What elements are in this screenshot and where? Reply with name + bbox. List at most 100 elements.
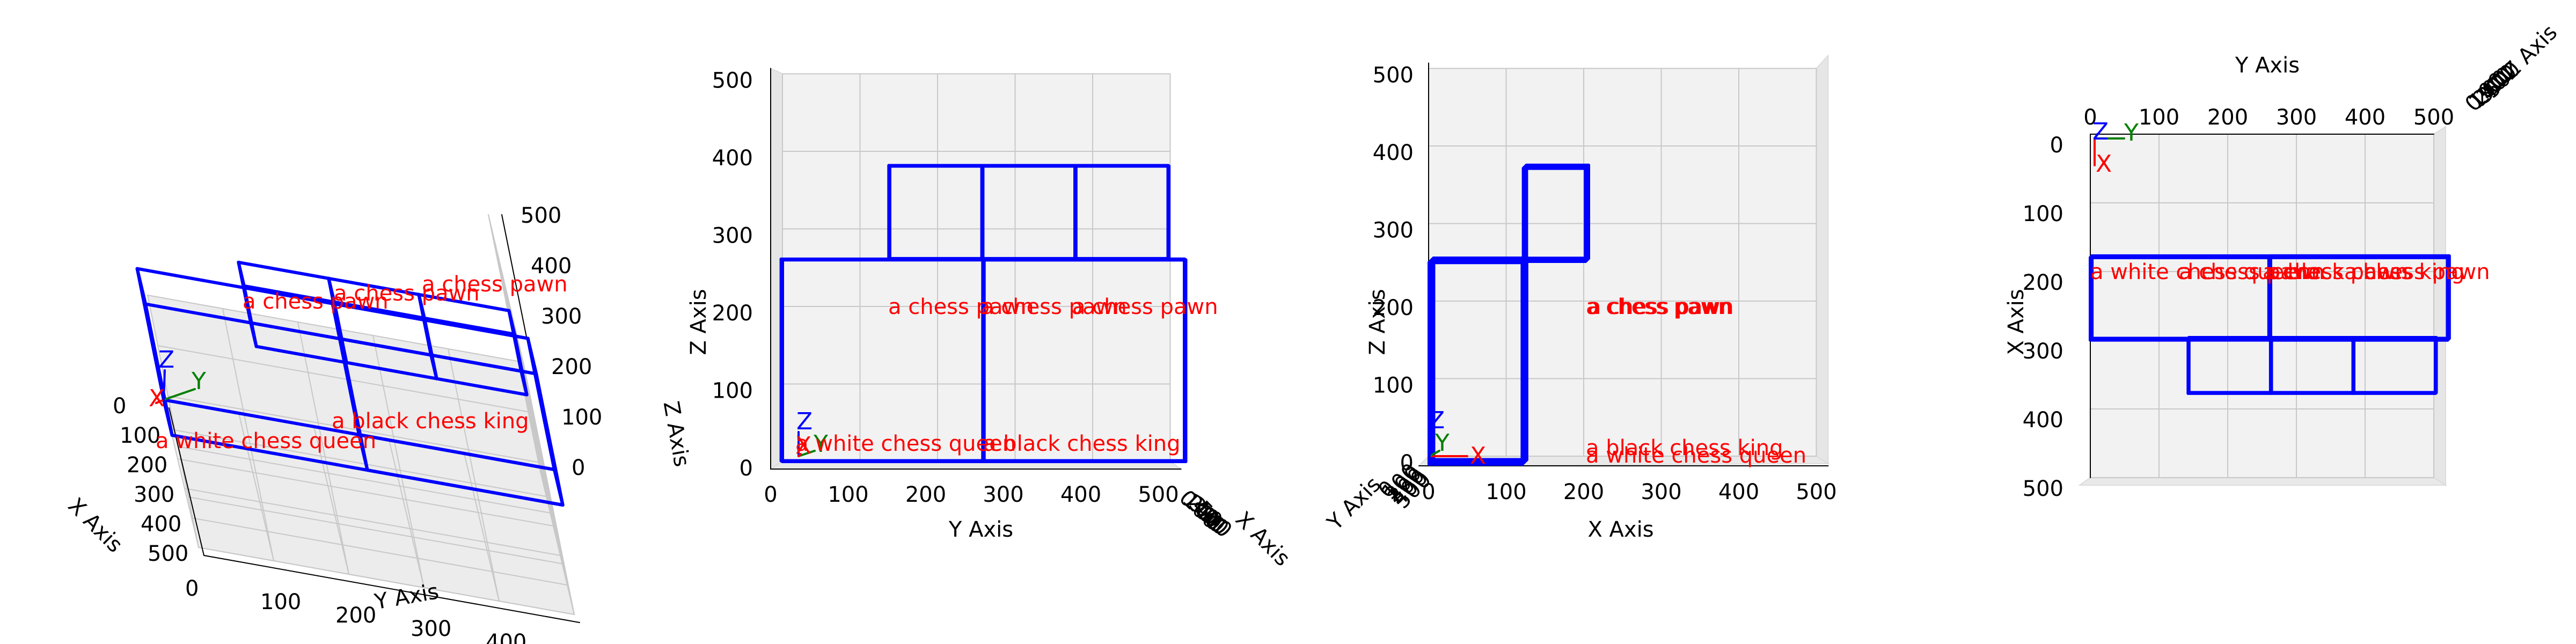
grid-line bbox=[147, 295, 199, 548]
box-edge bbox=[507, 309, 523, 373]
grid-line bbox=[147, 295, 524, 363]
grid-line bbox=[539, 466, 575, 615]
box-edge bbox=[144, 302, 174, 437]
x-tick-label: 500 bbox=[2023, 477, 2063, 501]
triad-y-label: Y bbox=[1435, 429, 1450, 457]
triad-y-label: Y bbox=[2124, 119, 2139, 147]
box-edge bbox=[417, 292, 511, 312]
x-axis-label: X Axis bbox=[1231, 507, 1295, 572]
object-label: a chess pawn bbox=[1587, 295, 1733, 319]
object-label: a chess pawn bbox=[422, 272, 568, 297]
y-tick-label: 300 bbox=[2276, 105, 2317, 130]
box-edge bbox=[2446, 336, 2451, 342]
object-label: a chess pawn bbox=[243, 289, 389, 314]
floor-pane bbox=[2090, 134, 2434, 478]
z-tick-label: 0 bbox=[1400, 451, 1414, 475]
z-tick-label: 400 bbox=[1373, 141, 1414, 165]
x-tick-label: 0 bbox=[113, 394, 126, 419]
box-edge bbox=[254, 345, 348, 364]
x-tick-label: 100 bbox=[120, 423, 160, 448]
x-tick-label: 300 bbox=[1641, 480, 1681, 504]
triad-z-label: Z bbox=[158, 346, 174, 374]
z-tick-label: 200 bbox=[1373, 296, 1414, 320]
grid-line bbox=[523, 362, 575, 615]
z-tick-label: 300 bbox=[541, 304, 582, 329]
box-edge bbox=[2089, 254, 2094, 259]
x-tick-label: 100 bbox=[1485, 480, 1526, 504]
triad-z-line bbox=[163, 369, 166, 401]
x-axis-label: X Axis bbox=[63, 493, 128, 558]
y-tick-label: 200 bbox=[335, 603, 376, 628]
z-axis-label: Z Axis bbox=[686, 289, 711, 355]
triad-z-label: Z bbox=[796, 408, 813, 435]
x-tick-label: 200 bbox=[1563, 480, 1604, 504]
box-edge bbox=[435, 377, 529, 397]
triad-x-line bbox=[155, 399, 165, 404]
grid-line bbox=[372, 335, 425, 588]
side-pane bbox=[2433, 126, 2446, 486]
box-edge bbox=[365, 469, 565, 507]
triad-x-label: X bbox=[795, 432, 811, 459]
z-tick-label: 100 bbox=[712, 379, 753, 404]
y-tick-label: 500 bbox=[1138, 482, 1179, 507]
object-label: a chess pawn bbox=[2263, 260, 2409, 284]
triad-y-label: Y bbox=[813, 430, 828, 458]
box-edge bbox=[429, 353, 523, 373]
y-tick-label: 500 bbox=[2413, 105, 2454, 130]
z-tick-label: 500 bbox=[712, 69, 753, 93]
x-tick-label: 0 bbox=[1422, 480, 1435, 504]
grid-line bbox=[198, 547, 575, 615]
grid-line bbox=[191, 517, 568, 586]
box-edge bbox=[526, 336, 556, 471]
box-edge bbox=[2446, 254, 2451, 259]
grid-line bbox=[313, 426, 349, 575]
z-axis-label: Z Axis bbox=[2498, 20, 2563, 84]
object-label: a white chess queen bbox=[2090, 260, 2311, 284]
grid-line bbox=[222, 308, 274, 561]
triad-z-label: Z bbox=[2092, 118, 2109, 145]
x-tick-label: 200 bbox=[127, 453, 167, 478]
back-pane bbox=[782, 73, 1171, 462]
grid-line bbox=[167, 396, 544, 464]
box-edge bbox=[2434, 391, 2438, 395]
triad-x-label: X bbox=[1470, 442, 1486, 470]
triad-x-line bbox=[797, 453, 802, 457]
y-axis-label: Y Axis bbox=[372, 579, 441, 614]
grid-line bbox=[389, 440, 425, 588]
object-label: a white chess queen bbox=[1586, 443, 1806, 468]
z-tick-label: 300 bbox=[1373, 218, 1414, 243]
triad-y-line bbox=[797, 450, 816, 457]
grid-line bbox=[238, 413, 274, 561]
box-edge bbox=[332, 300, 348, 364]
grid-line bbox=[188, 496, 565, 565]
triad-z-line bbox=[2094, 133, 2098, 140]
z-tick-label: 300 bbox=[712, 224, 753, 248]
grid-line bbox=[184, 488, 561, 556]
y-axis-label: Y Axis bbox=[948, 517, 1013, 542]
object-label: a chess pawn bbox=[1586, 295, 1732, 319]
x-tick-label: 500 bbox=[1796, 480, 1836, 504]
y-axis-label: Y Axis bbox=[2235, 53, 2300, 78]
side-pane bbox=[1816, 54, 1829, 465]
side-view: 00 100 100 200 200 300 300 400 400 500 500 X Axis Z … bbox=[1322, 54, 1837, 542]
x-tick-label: 100 bbox=[2023, 202, 2063, 226]
top-view: 00 100 100 200 200 300 300 400 400 500 500 Y Axis X … bbox=[2004, 20, 2562, 501]
grid-line bbox=[157, 345, 534, 413]
x-axis-label: X Axis bbox=[2004, 289, 2029, 355]
object-label: a chess pawn bbox=[1588, 295, 1734, 319]
triad-y-label: Y bbox=[191, 368, 206, 395]
z-tick-label: 500 bbox=[521, 203, 561, 228]
z-tick-label: 200 bbox=[551, 355, 592, 379]
box-edge bbox=[422, 316, 516, 336]
z-tick-label: 100 bbox=[1373, 374, 1414, 398]
grid-line bbox=[178, 446, 554, 514]
y-tick-label: 400 bbox=[2345, 105, 2385, 130]
triad-z-line bbox=[1428, 428, 1431, 457]
y-axis-line bbox=[203, 555, 580, 623]
box-edge bbox=[422, 316, 438, 380]
object-label: a black chess king bbox=[2267, 260, 2464, 284]
box-edge bbox=[249, 321, 343, 341]
box-edge bbox=[242, 284, 258, 348]
y-tick-label: 400 bbox=[486, 630, 526, 644]
